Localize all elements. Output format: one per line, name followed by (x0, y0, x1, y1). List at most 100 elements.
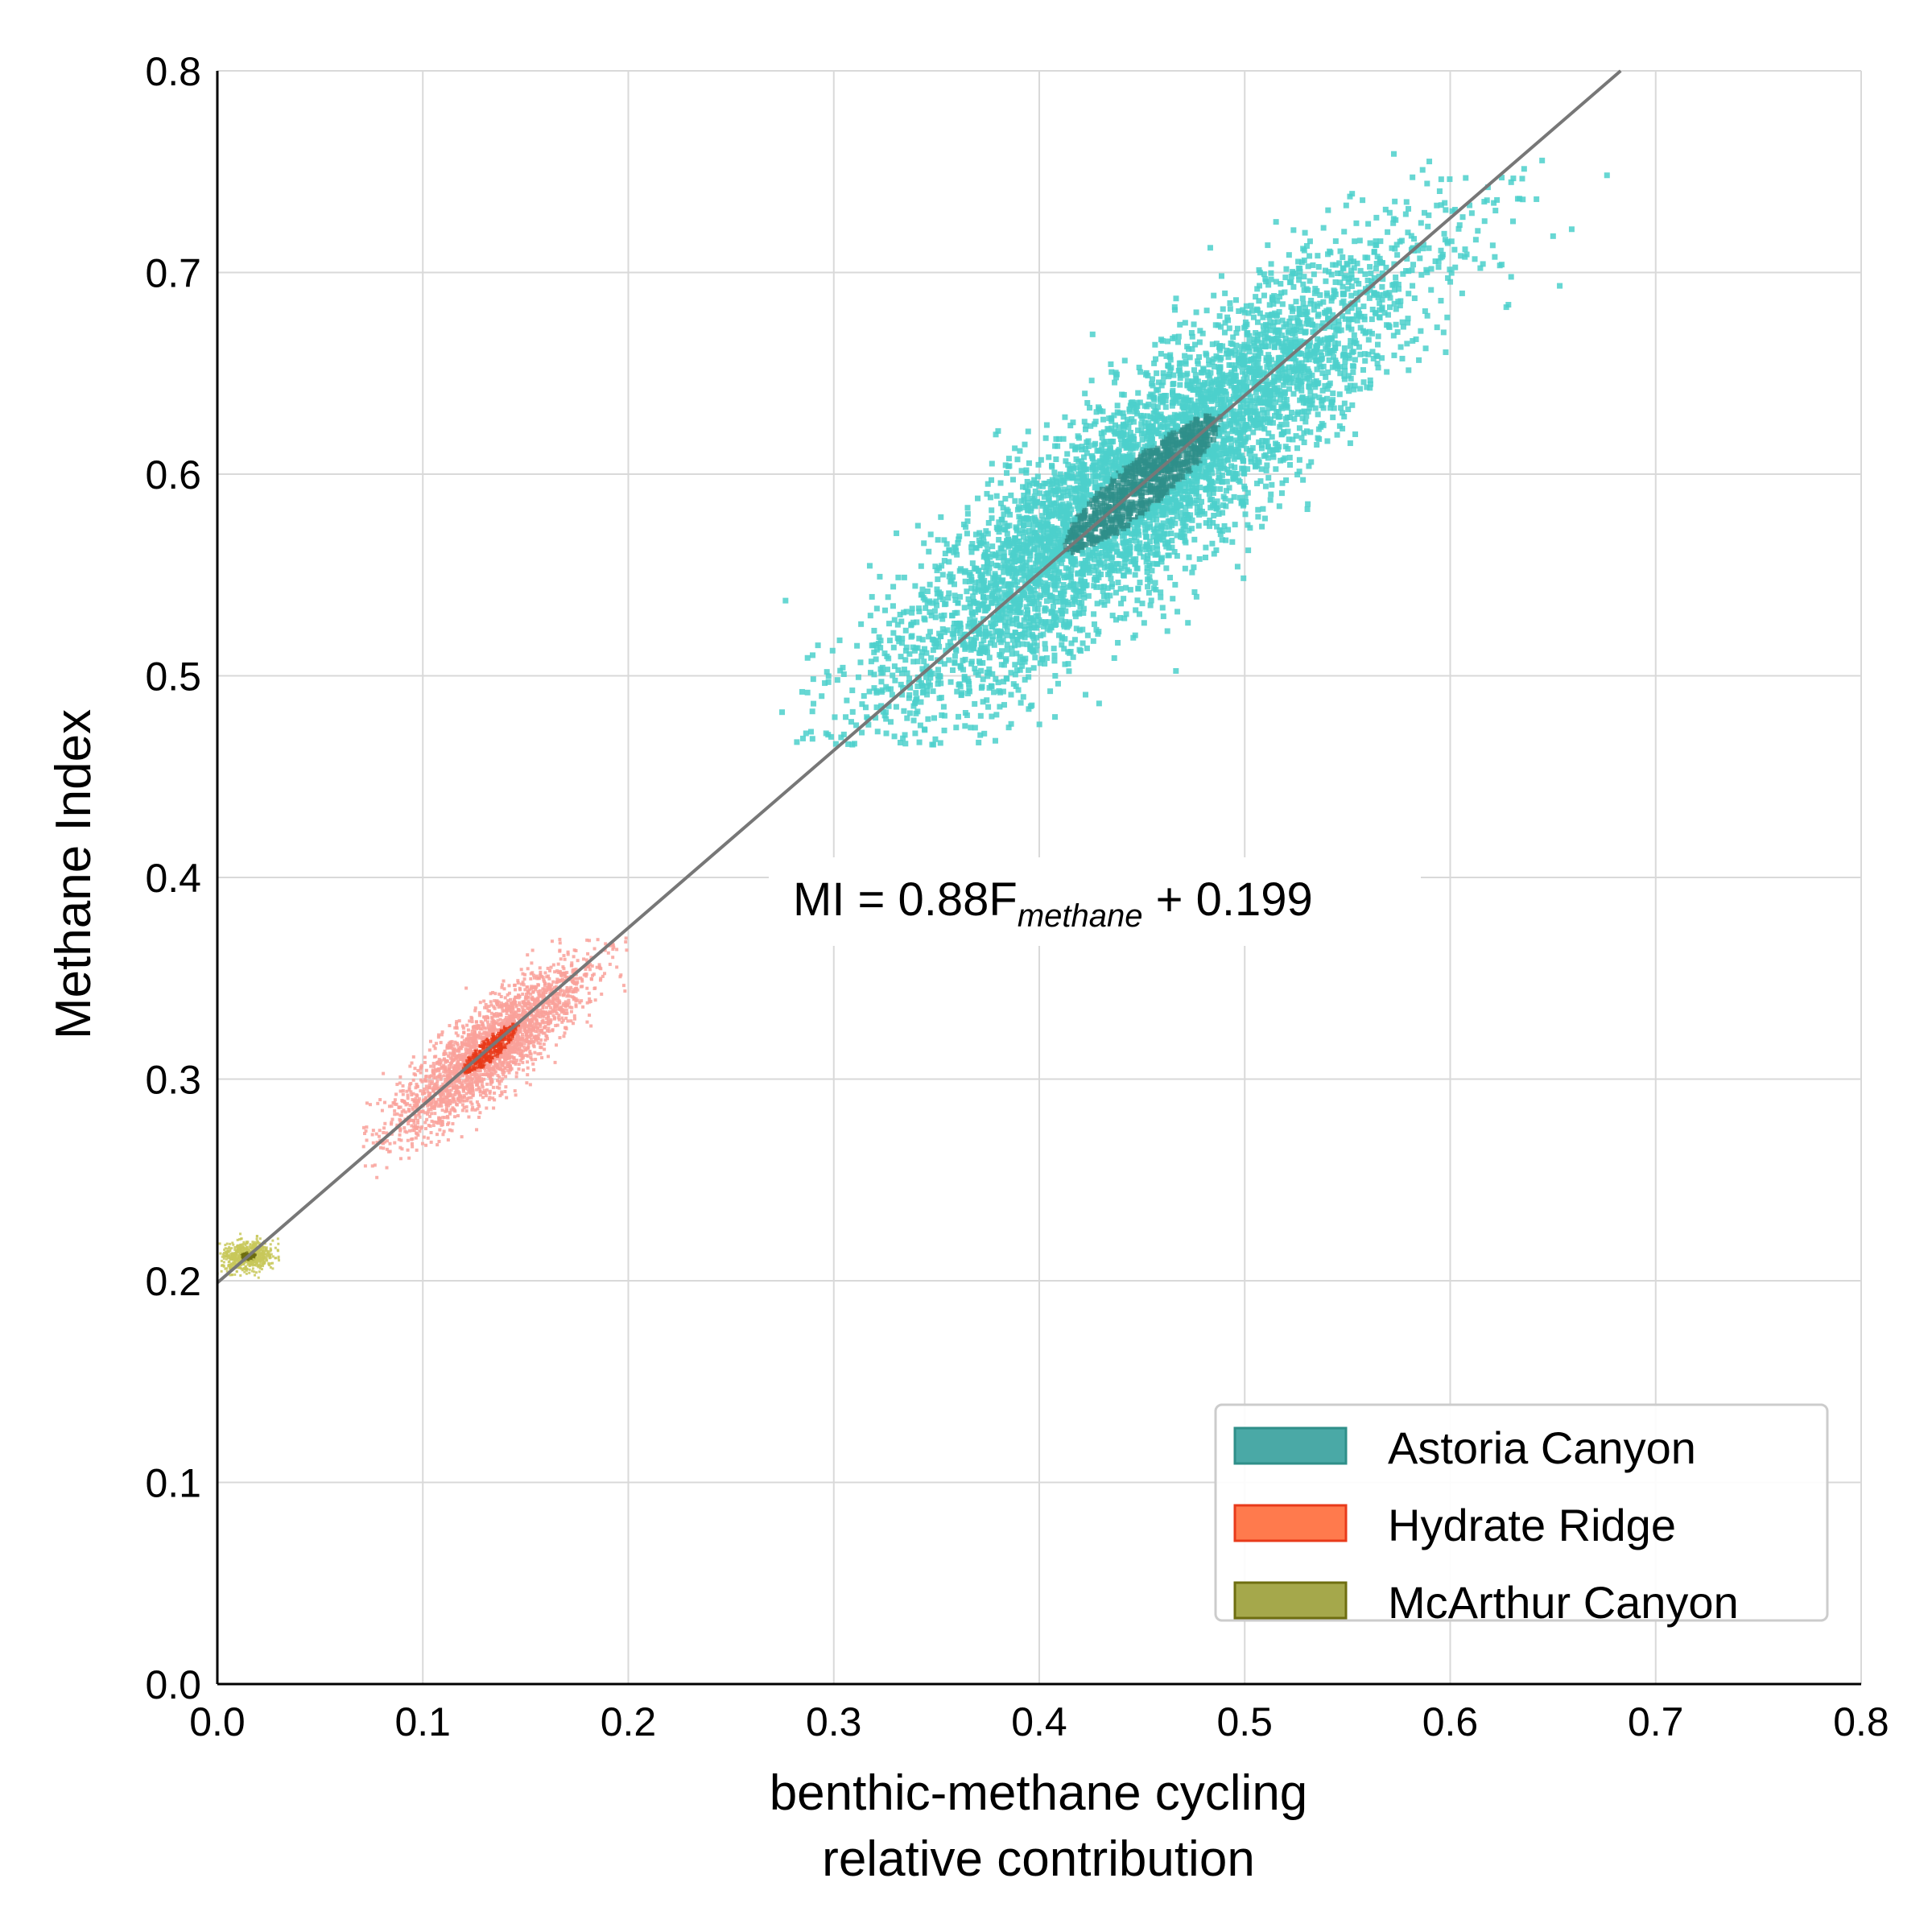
density-cell (1310, 262, 1316, 268)
density-cell (1104, 502, 1110, 509)
density-cell (1184, 452, 1191, 458)
density-cell (1255, 356, 1261, 362)
density-cell (1267, 320, 1274, 326)
density-cell (1278, 290, 1285, 296)
density-cell (1296, 456, 1302, 463)
density-cell (1317, 292, 1323, 299)
density-cell (1320, 405, 1327, 411)
density-cell (1268, 491, 1274, 497)
density-cell (873, 715, 879, 721)
density-cell (890, 672, 896, 679)
density-cell (972, 545, 979, 551)
density-cell (1095, 490, 1101, 497)
density-cell (1007, 607, 1013, 613)
density-cell (910, 717, 917, 724)
density-cell (1348, 337, 1354, 344)
density-cell (1428, 266, 1435, 272)
density-cell (1091, 459, 1097, 465)
density-cell (968, 724, 974, 731)
density-cell (1290, 379, 1297, 386)
density-cell (1153, 587, 1159, 593)
density-cell (1396, 286, 1402, 292)
density-cell (1141, 431, 1147, 437)
density-cell (970, 642, 976, 648)
density-cell (1444, 314, 1451, 320)
density-cell (1075, 433, 1081, 440)
density-cell (1281, 400, 1287, 407)
density-cell (1080, 640, 1086, 646)
density-cell (1122, 440, 1129, 446)
density-cell (943, 541, 950, 547)
density-cell (1216, 452, 1222, 458)
density-cell (1041, 493, 1047, 500)
density-cell (1154, 412, 1161, 419)
density-cell (1119, 503, 1125, 510)
density-cell (1352, 431, 1359, 437)
density-cell (1003, 656, 1009, 663)
density-cell (1080, 462, 1087, 469)
density-cell (1121, 427, 1127, 434)
density-cell (1054, 550, 1060, 556)
density-cell (1236, 349, 1243, 356)
density-cell (1017, 659, 1023, 666)
density-cell (1171, 548, 1178, 555)
density-cell (1392, 246, 1398, 252)
density-cell (1307, 380, 1313, 386)
density-cell (1315, 411, 1321, 418)
density-cell (1319, 397, 1326, 403)
density-cell (938, 633, 944, 639)
density-cell (1026, 674, 1032, 680)
density-cell (1087, 536, 1093, 543)
density-cell (1216, 458, 1223, 464)
density-cell (1080, 609, 1087, 616)
density-cell (968, 585, 975, 592)
density-cell (1075, 512, 1082, 518)
density-cell (1262, 439, 1269, 445)
density-cell (1441, 230, 1447, 237)
density-cell (1077, 464, 1084, 470)
density-cell (1254, 332, 1261, 338)
density-cell (1270, 323, 1277, 329)
density-cell (1069, 495, 1075, 502)
density-cell (1052, 491, 1059, 497)
density-cell (1369, 349, 1376, 355)
density-cell (1099, 599, 1105, 605)
density-cell (1411, 236, 1418, 242)
density-cell (1244, 384, 1250, 390)
density-cell (1300, 399, 1307, 406)
density-cell (1044, 654, 1051, 661)
density-cell (1519, 175, 1525, 182)
density-cell (1000, 688, 1006, 695)
density-cell (966, 621, 972, 627)
density-cell (976, 584, 982, 591)
density-cell (1009, 541, 1016, 547)
density-cell (1375, 365, 1381, 371)
density-cell (1445, 275, 1451, 281)
density-cell (1379, 260, 1385, 266)
density-cell (971, 646, 977, 652)
density-cell (1380, 276, 1386, 283)
density-cell (1198, 498, 1204, 505)
density-cell (1258, 466, 1265, 473)
density-cell (1459, 290, 1465, 296)
density-cell (1230, 394, 1236, 400)
density-cell (1152, 508, 1158, 514)
density-cell (938, 680, 944, 687)
density-cell (1055, 486, 1062, 493)
density-cell (1285, 329, 1291, 336)
density-cell (903, 644, 910, 650)
density-cell (1090, 638, 1096, 644)
density-cell (1344, 385, 1351, 391)
density-cell (1072, 562, 1079, 568)
density-cell (1207, 386, 1213, 393)
density-cell (1271, 390, 1278, 397)
density-cell (1048, 524, 1055, 530)
density-cell (1028, 592, 1034, 598)
density-cell (1062, 414, 1068, 420)
density-cell (1148, 597, 1154, 604)
density-cell (1136, 611, 1142, 617)
density-cell (924, 691, 931, 698)
density-cell (1248, 459, 1254, 465)
density-cell (1180, 418, 1187, 424)
density-cell (1404, 341, 1410, 347)
